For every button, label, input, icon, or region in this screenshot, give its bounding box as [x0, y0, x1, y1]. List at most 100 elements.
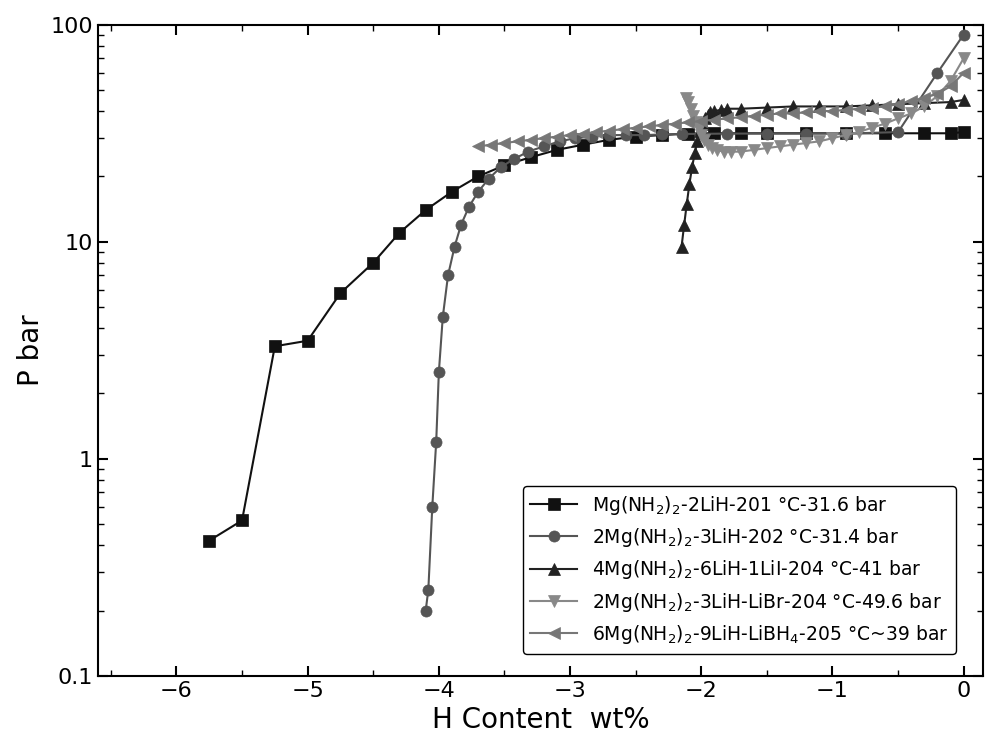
- 2Mg(NH$_2$)$_2$-3LiH-202 °C-31.4 bar: [761, 129, 773, 138]
- 4Mg(NH$_2$)$_2$-6LiH-1LiI-204 °C-41 bar: [697, 119, 709, 128]
- Mg(NH$_2$)$_2$-2LiH-201 °C-31.6 bar: [498, 161, 510, 170]
- Mg(NH$_2$)$_2$-2LiH-201 °C-31.6 bar: [840, 128, 852, 137]
- Mg(NH$_2$)$_2$-2LiH-201 °C-31.6 bar: [682, 129, 694, 138]
- 2Mg(NH$_2$)$_2$-3LiH-LiBr-204 °C-49.6 bar: [879, 119, 891, 128]
- 2Mg(NH$_2$)$_2$-3LiH-202 °C-31.4 bar: [538, 142, 550, 151]
- 6Mg(NH$_2$)$_2$-9LiH-LiBH$_4$-205 °C~39 bar: [748, 111, 760, 120]
- 4Mg(NH$_2$)$_2$-6LiH-1LiI-204 °C-41 bar: [689, 149, 701, 158]
- 6Mg(NH$_2$)$_2$-9LiH-LiBH$_4$-205 °C~39 bar: [853, 104, 865, 113]
- 6Mg(NH$_2$)$_2$-9LiH-LiBH$_4$-205 °C~39 bar: [485, 140, 497, 149]
- 6Mg(NH$_2$)$_2$-9LiH-LiBH$_4$-205 °C~39 bar: [708, 115, 720, 124]
- 2Mg(NH$_2$)$_2$-3LiH-LiBr-204 °C-49.6 bar: [800, 138, 812, 147]
- 2Mg(NH$_2$)$_2$-3LiH-202 °C-31.4 bar: [508, 155, 520, 164]
- 6Mg(NH$_2$)$_2$-9LiH-LiBH$_4$-205 °C~39 bar: [498, 138, 510, 147]
- 4Mg(NH$_2$)$_2$-6LiH-1LiI-204 °C-41 bar: [678, 220, 690, 229]
- 6Mg(NH$_2$)$_2$-9LiH-LiBH$_4$-205 °C~39 bar: [695, 116, 707, 125]
- 6Mg(NH$_2$)$_2$-9LiH-LiBH$_4$-205 °C~39 bar: [525, 135, 537, 144]
- 4Mg(NH$_2$)$_2$-6LiH-1LiI-204 °C-41 bar: [699, 114, 711, 123]
- 2Mg(NH$_2$)$_2$-3LiH-LiBr-204 °C-49.6 bar: [687, 111, 699, 120]
- 6Mg(NH$_2$)$_2$-9LiH-LiBH$_4$-205 °C~39 bar: [617, 125, 629, 134]
- 4Mg(NH$_2$)$_2$-6LiH-1LiI-204 °C-41 bar: [892, 100, 904, 109]
- 2Mg(NH$_2$)$_2$-3LiH-LiBr-204 °C-49.6 bar: [774, 142, 786, 151]
- 2Mg(NH$_2$)$_2$-3LiH-202 °C-31.4 bar: [472, 187, 484, 196]
- 4Mg(NH$_2$)$_2$-6LiH-1LiI-204 °C-41 bar: [715, 105, 727, 114]
- Mg(NH$_2$)$_2$-2LiH-201 °C-31.6 bar: [269, 342, 281, 351]
- 2Mg(NH$_2$)$_2$-3LiH-202 °C-31.4 bar: [721, 129, 733, 138]
- 2Mg(NH$_2$)$_2$-3LiH-202 °C-31.4 bar: [449, 242, 461, 251]
- 2Mg(NH$_2$)$_2$-3LiH-LiBr-204 °C-49.6 bar: [680, 93, 692, 102]
- 2Mg(NH$_2$)$_2$-3LiH-202 °C-31.4 bar: [463, 202, 475, 211]
- Mg(NH$_2$)$_2$-2LiH-201 °C-31.6 bar: [879, 128, 891, 137]
- 2Mg(NH$_2$)$_2$-3LiH-LiBr-204 °C-49.6 bar: [813, 137, 825, 146]
- 2Mg(NH$_2$)$_2$-3LiH-202 °C-31.4 bar: [522, 147, 534, 156]
- 6Mg(NH$_2$)$_2$-9LiH-LiBH$_4$-205 °C~39 bar: [669, 119, 681, 128]
- 2Mg(NH$_2$)$_2$-3LiH-LiBr-204 °C-49.6 bar: [690, 118, 702, 127]
- X-axis label: H Content  wt%: H Content wt%: [432, 707, 649, 734]
- Mg(NH$_2$)$_2$-2LiH-201 °C-31.6 bar: [236, 516, 248, 525]
- Line: Mg(NH$_2$)$_2$-2LiH-201 °C-31.6 bar: Mg(NH$_2$)$_2$-2LiH-201 °C-31.6 bar: [204, 126, 969, 546]
- 6Mg(NH$_2$)$_2$-9LiH-LiBH$_4$-205 °C~39 bar: [564, 131, 576, 140]
- Mg(NH$_2$)$_2$-2LiH-201 °C-31.6 bar: [302, 336, 314, 345]
- 6Mg(NH$_2$)$_2$-9LiH-LiBH$_4$-205 °C~39 bar: [866, 103, 878, 112]
- Mg(NH$_2$)$_2$-2LiH-201 °C-31.6 bar: [525, 152, 537, 161]
- 6Mg(NH$_2$)$_2$-9LiH-LiBH$_4$-205 °C~39 bar: [472, 142, 484, 151]
- 2Mg(NH$_2$)$_2$-3LiH-202 °C-31.4 bar: [695, 129, 707, 138]
- Mg(NH$_2$)$_2$-2LiH-201 °C-31.6 bar: [446, 187, 458, 196]
- 4Mg(NH$_2$)$_2$-6LiH-1LiI-204 °C-41 bar: [702, 110, 714, 119]
- Mg(NH$_2$)$_2$-2LiH-201 °C-31.6 bar: [918, 128, 930, 137]
- 2Mg(NH$_2$)$_2$-3LiH-LiBr-204 °C-49.6 bar: [706, 143, 718, 152]
- 6Mg(NH$_2$)$_2$-9LiH-LiBH$_4$-205 °C~39 bar: [643, 122, 655, 131]
- 4Mg(NH$_2$)$_2$-6LiH-1LiI-204 °C-41 bar: [704, 107, 716, 116]
- 6Mg(NH$_2$)$_2$-9LiH-LiBH$_4$-205 °C~39 bar: [656, 120, 668, 129]
- 2Mg(NH$_2$)$_2$-3LiH-LiBr-204 °C-49.6 bar: [892, 114, 904, 123]
- 2Mg(NH$_2$)$_2$-3LiH-LiBr-204 °C-49.6 bar: [718, 147, 730, 156]
- 6Mg(NH$_2$)$_2$-9LiH-LiBH$_4$-205 °C~39 bar: [551, 132, 563, 141]
- 2Mg(NH$_2$)$_2$-3LiH-202 °C-31.4 bar: [676, 129, 688, 138]
- Mg(NH$_2$)$_2$-2LiH-201 °C-31.6 bar: [393, 228, 405, 237]
- 2Mg(NH$_2$)$_2$-3LiH-LiBr-204 °C-49.6 bar: [698, 135, 710, 144]
- 2Mg(NH$_2$)$_2$-3LiH-202 °C-31.4 bar: [638, 131, 650, 140]
- 4Mg(NH$_2$)$_2$-6LiH-1LiI-204 °C-41 bar: [721, 104, 733, 113]
- 2Mg(NH$_2$)$_2$-3LiH-202 °C-31.4 bar: [958, 30, 970, 39]
- Mg(NH$_2$)$_2$-2LiH-201 °C-31.6 bar: [945, 128, 957, 137]
- Mg(NH$_2$)$_2$-2LiH-201 °C-31.6 bar: [630, 132, 642, 141]
- Line: 6Mg(NH$_2$)$_2$-9LiH-LiBH$_4$-205 °C~39 bar: 6Mg(NH$_2$)$_2$-9LiH-LiBH$_4$-205 °C~39 …: [473, 68, 969, 152]
- 2Mg(NH$_2$)$_2$-3LiH-202 °C-31.4 bar: [483, 174, 495, 183]
- Mg(NH$_2$)$_2$-2LiH-201 °C-31.6 bar: [761, 128, 773, 137]
- 2Mg(NH$_2$)$_2$-3LiH-LiBr-204 °C-49.6 bar: [826, 134, 838, 143]
- Y-axis label: P bar: P bar: [17, 315, 45, 386]
- 2Mg(NH$_2$)$_2$-3LiH-LiBr-204 °C-49.6 bar: [945, 77, 957, 86]
- 6Mg(NH$_2$)$_2$-9LiH-LiBH$_4$-205 °C~39 bar: [787, 109, 799, 118]
- 2Mg(NH$_2$)$_2$-3LiH-LiBr-204 °C-49.6 bar: [685, 104, 697, 113]
- 6Mg(NH$_2$)$_2$-9LiH-LiBH$_4$-205 °C~39 bar: [826, 107, 838, 116]
- 2Mg(NH$_2$)$_2$-3LiH-LiBr-204 °C-49.6 bar: [840, 131, 852, 140]
- 6Mg(NH$_2$)$_2$-9LiH-LiBH$_4$-205 °C~39 bar: [512, 137, 524, 146]
- Mg(NH$_2$)$_2$-2LiH-201 °C-31.6 bar: [367, 258, 379, 267]
- 6Mg(NH$_2$)$_2$-9LiH-LiBH$_4$-205 °C~39 bar: [774, 109, 786, 118]
- 2Mg(NH$_2$)$_2$-3LiH-LiBr-204 °C-49.6 bar: [866, 123, 878, 132]
- 2Mg(NH$_2$)$_2$-3LiH-202 °C-31.4 bar: [442, 271, 454, 280]
- 2Mg(NH$_2$)$_2$-3LiH-202 °C-31.4 bar: [892, 128, 904, 137]
- 4Mg(NH$_2$)$_2$-6LiH-1LiI-204 °C-41 bar: [694, 126, 706, 135]
- 2Mg(NH$_2$)$_2$-3LiH-LiBr-204 °C-49.6 bar: [748, 146, 760, 155]
- 6Mg(NH$_2$)$_2$-9LiH-LiBH$_4$-205 °C~39 bar: [905, 96, 917, 105]
- 4Mg(NH$_2$)$_2$-6LiH-1LiI-204 °C-41 bar: [761, 103, 773, 112]
- 6Mg(NH$_2$)$_2$-9LiH-LiBH$_4$-205 °C~39 bar: [590, 128, 602, 137]
- 2Mg(NH$_2$)$_2$-3LiH-LiBr-204 °C-49.6 bar: [958, 54, 970, 63]
- Mg(NH$_2$)$_2$-2LiH-201 °C-31.6 bar: [420, 206, 432, 215]
- 2Mg(NH$_2$)$_2$-3LiH-202 °C-31.4 bar: [800, 129, 812, 138]
- 2Mg(NH$_2$)$_2$-3LiH-202 °C-31.4 bar: [656, 130, 668, 139]
- 6Mg(NH$_2$)$_2$-9LiH-LiBH$_4$-205 °C~39 bar: [721, 114, 733, 123]
- 6Mg(NH$_2$)$_2$-9LiH-LiBH$_4$-205 °C~39 bar: [735, 113, 747, 122]
- Mg(NH$_2$)$_2$-2LiH-201 °C-31.6 bar: [958, 128, 970, 137]
- 2Mg(NH$_2$)$_2$-3LiH-202 °C-31.4 bar: [433, 368, 445, 377]
- 2Mg(NH$_2$)$_2$-3LiH-LiBr-204 °C-49.6 bar: [682, 98, 694, 107]
- 4Mg(NH$_2$)$_2$-6LiH-1LiI-204 °C-41 bar: [735, 104, 747, 113]
- 2Mg(NH$_2$)$_2$-3LiH-LiBr-204 °C-49.6 bar: [761, 143, 773, 152]
- 4Mg(NH$_2$)$_2$-6LiH-1LiI-204 °C-41 bar: [686, 163, 698, 172]
- Mg(NH$_2$)$_2$-2LiH-201 °C-31.6 bar: [800, 128, 812, 137]
- 2Mg(NH$_2$)$_2$-3LiH-202 °C-31.4 bar: [603, 131, 615, 140]
- 4Mg(NH$_2$)$_2$-6LiH-1LiI-204 °C-41 bar: [683, 179, 695, 189]
- 6Mg(NH$_2$)$_2$-9LiH-LiBH$_4$-205 °C~39 bar: [682, 118, 694, 127]
- 6Mg(NH$_2$)$_2$-9LiH-LiBH$_4$-205 °C~39 bar: [945, 82, 957, 91]
